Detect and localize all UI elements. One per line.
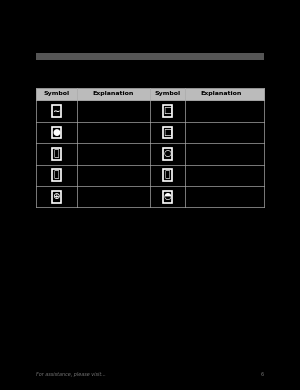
Text: Symbol: Symbol — [154, 92, 180, 96]
Bar — [163, 105, 172, 117]
Text: ○: ○ — [163, 149, 171, 158]
Text: For assistance, please visit...: For assistance, please visit... — [36, 372, 106, 377]
Bar — [52, 105, 61, 117]
Bar — [52, 148, 61, 160]
Bar — [36, 88, 264, 100]
Bar — [163, 169, 172, 181]
Bar — [52, 191, 61, 203]
Text: Explanation: Explanation — [201, 92, 242, 96]
Text: 6: 6 — [261, 372, 264, 377]
Bar — [163, 126, 172, 138]
Text: Symbol: Symbol — [43, 92, 69, 96]
Text: ●: ● — [52, 128, 60, 137]
Text: ◓: ◓ — [163, 192, 171, 201]
Bar — [163, 191, 172, 203]
Bar — [163, 148, 172, 160]
Text: ⏚: ⏚ — [54, 149, 59, 158]
Text: □: □ — [163, 106, 172, 115]
Text: ⊕: ⊕ — [52, 192, 60, 201]
Bar — [52, 126, 61, 138]
Text: □: □ — [163, 128, 172, 137]
Text: Explanation: Explanation — [93, 92, 134, 96]
Text: ⧗: ⧗ — [54, 171, 59, 180]
Bar — [36, 53, 264, 60]
Text: ⏻: ⏻ — [165, 171, 170, 180]
Bar — [52, 169, 61, 181]
Text: ∼: ∼ — [52, 106, 60, 115]
